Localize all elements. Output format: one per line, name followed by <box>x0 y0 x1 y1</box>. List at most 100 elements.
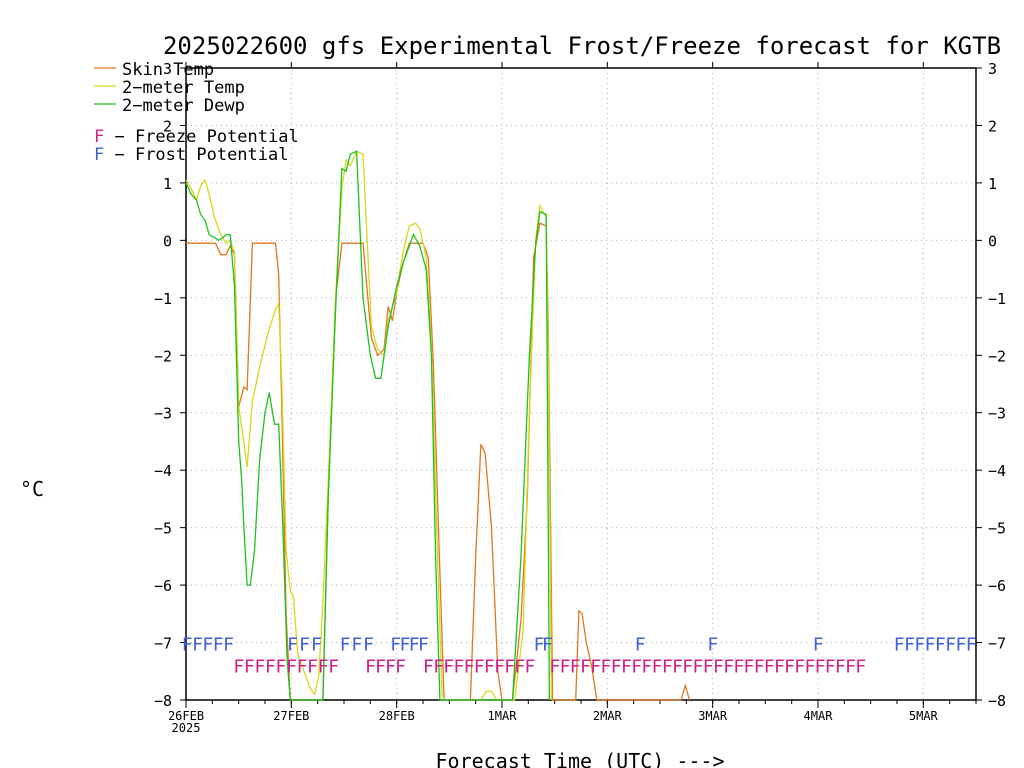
plot-frame <box>185 67 977 701</box>
y-tick-label: 1 <box>163 175 172 193</box>
y-tick-label-right: 2 <box>988 117 997 135</box>
y-tick-label-right: 1 <box>988 175 997 193</box>
freeze-mark: F <box>504 657 515 678</box>
freeze-mark: F <box>825 657 836 678</box>
freeze-mark: F <box>443 657 454 678</box>
freeze-mark: F <box>297 657 308 678</box>
freeze-mark: F <box>580 657 591 678</box>
freeze-mark: F <box>244 657 255 678</box>
freeze-mark: F <box>754 657 765 678</box>
y-tick-label-right: 3 <box>988 60 997 78</box>
series-line <box>185 150 553 701</box>
freeze-mark: F <box>723 657 734 678</box>
y-tick-label: 3 <box>163 60 172 78</box>
x-axis-label: Forecast Time (UTC) ---> <box>436 749 725 768</box>
freeze-mark: F <box>815 657 826 678</box>
x-tick-label: 2MAR <box>593 709 623 723</box>
x-axis-ticks: 26FEB 27FEB 28FEB 1MAR 2MAR 3MAR 4MAR 5MAR <box>168 62 977 723</box>
freeze-mark: F <box>733 657 744 678</box>
frost-mark: F <box>340 635 351 656</box>
freeze-mark: F <box>845 657 856 678</box>
x-tick-label: 27FEB <box>273 709 309 723</box>
y-tick-label-right: −4 <box>988 462 1006 480</box>
freeze-mark: F <box>464 657 475 678</box>
frost-mark: F <box>925 635 936 656</box>
grid-lines <box>186 68 976 700</box>
freeze-mark: F <box>549 657 560 678</box>
freeze-mark: F <box>395 657 406 678</box>
freeze-mark: F <box>286 657 297 678</box>
freeze-mark: F <box>307 657 318 678</box>
frost-mark: F <box>409 635 420 656</box>
frost-mark: F <box>287 635 298 656</box>
freeze-mark: F <box>835 657 846 678</box>
freeze-mark: F <box>514 657 525 678</box>
legend-label: 2−meter Temp <box>122 78 245 98</box>
frost-mark: F <box>390 635 401 656</box>
series-lines <box>185 150 691 701</box>
frost-mark: F <box>813 635 824 656</box>
freeze-mark: F <box>375 657 386 678</box>
frost-mark: F <box>956 635 967 656</box>
y-tick-label: −5 <box>154 520 172 538</box>
freeze-mark: F <box>621 657 632 678</box>
freeze-mark: F <box>764 657 775 678</box>
y-tick-label-right: −3 <box>988 405 1006 423</box>
chart-title: 2025022600 gfs Experimental Frost/Freeze… <box>163 32 1001 60</box>
freeze-mark: F <box>672 657 683 678</box>
y-tick-label: −7 <box>154 635 172 653</box>
marker-legend-letter: F <box>94 145 104 165</box>
y-axis-ticks: 3 3 2 2 1 1 0 0 −1 −1 −2 −2 −3 −3 −4 −4 −5 −5 −6 −6 −7 −7 −8 −8 <box>154 60 1006 710</box>
freeze-mark: F <box>474 657 485 678</box>
x-tick-label: 5MAR <box>909 709 939 723</box>
frost-mark: F <box>418 635 429 656</box>
freeze-mark: F <box>525 657 536 678</box>
x-year-label: 2025 <box>172 721 201 735</box>
series-line <box>185 150 551 701</box>
x-tick-label: 28FEB <box>379 709 415 723</box>
freeze-mark: F <box>255 657 266 678</box>
freeze-mark: F <box>423 657 434 678</box>
freeze-mark: F <box>601 657 612 678</box>
frost-mark: F <box>299 635 310 656</box>
frost-mark: F <box>363 635 374 656</box>
freeze-mark: F <box>774 657 785 678</box>
freeze-mark: F <box>265 657 276 678</box>
y-tick-label-right: −5 <box>988 520 1006 538</box>
marker-legend-label: F − Freeze Potential <box>94 127 299 147</box>
frost-mark: F <box>192 635 203 656</box>
frost-mark: F <box>223 635 234 656</box>
freeze-mark: F <box>784 657 795 678</box>
freeze-mark: F <box>662 657 673 678</box>
freeze-mark: F <box>794 657 805 678</box>
marker-legend-text: − Freeze Potential <box>104 127 298 147</box>
x-tick-label: 26FEB <box>168 709 204 723</box>
freeze-mark: F <box>276 657 287 678</box>
frost-mark: F <box>542 635 553 656</box>
y-tick-label: −3 <box>154 405 172 423</box>
x-tick-label: 3MAR <box>698 709 728 723</box>
frost-mark: F <box>894 635 905 656</box>
y-tick-label-right: −2 <box>988 347 1006 365</box>
freeze-mark: F <box>494 657 505 678</box>
freeze-mark: F <box>318 657 329 678</box>
freeze-mark: F <box>611 657 622 678</box>
y-tick-label: −6 <box>154 577 172 595</box>
frost-mark: F <box>914 635 925 656</box>
freeze-mark: F <box>693 657 704 678</box>
y-tick-label: 0 <box>163 232 172 250</box>
x-tick-label: 1MAR <box>488 709 518 723</box>
freeze-mark: F <box>570 657 581 678</box>
frost-mark: F <box>311 635 322 656</box>
y-tick-label: −1 <box>154 290 172 308</box>
frost-mark: F <box>400 635 411 656</box>
y-tick-label: 2 <box>163 117 172 135</box>
freeze-mark: F <box>233 657 244 678</box>
freeze-mark: F <box>433 657 444 678</box>
legend-label: Skin Temp <box>122 60 214 80</box>
frost-mark: F <box>202 635 213 656</box>
y-axis-label: °C <box>20 477 44 501</box>
